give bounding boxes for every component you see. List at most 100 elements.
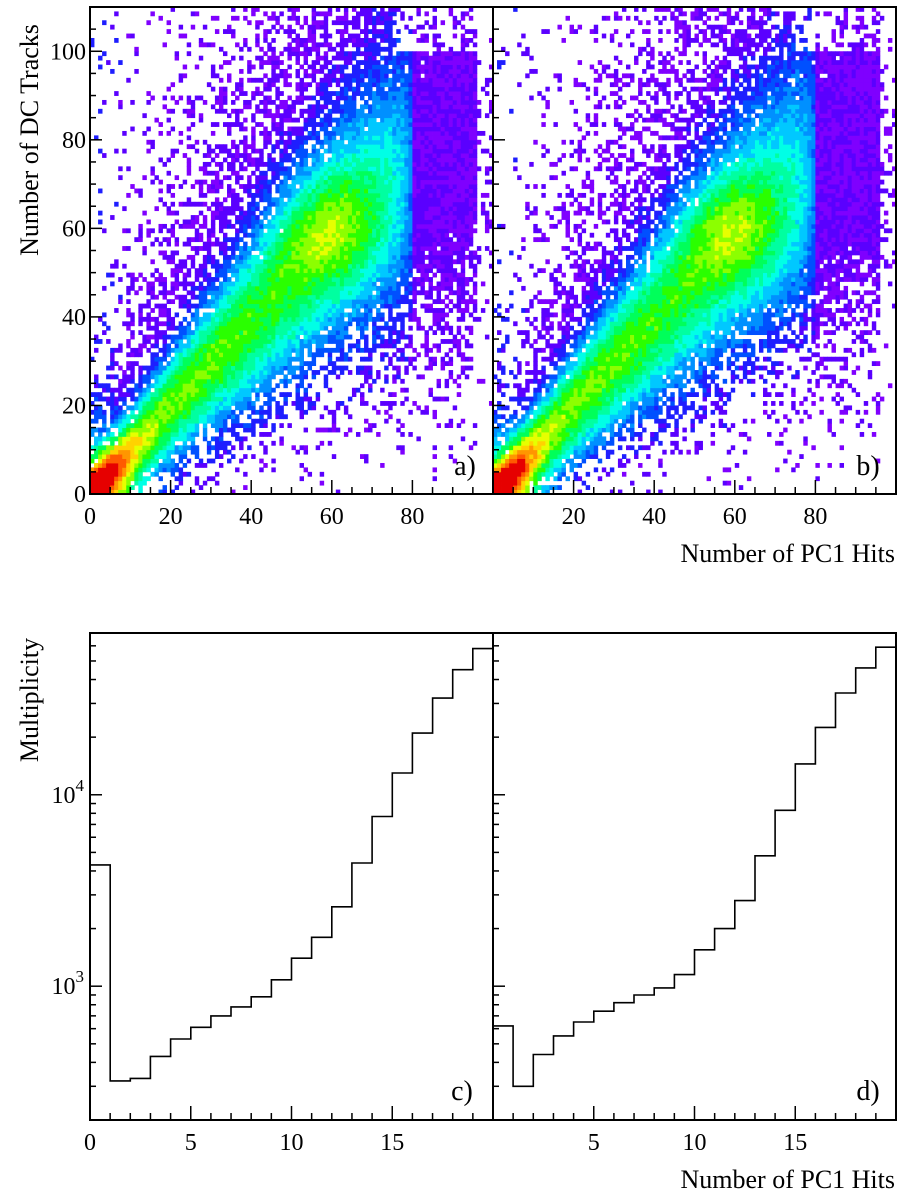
heatmap-cell xyxy=(400,170,405,176)
heatmap-cell xyxy=(118,418,123,424)
heatmap-cell xyxy=(392,104,397,110)
heatmap-cell xyxy=(255,268,260,274)
heatmap-cell xyxy=(392,179,397,185)
heatmap-cell xyxy=(126,365,131,371)
heatmap-cell xyxy=(259,343,264,349)
heatmap-cell xyxy=(287,170,292,176)
heatmap-cell xyxy=(146,99,151,105)
heatmap-cell xyxy=(360,237,365,243)
heatmap-cell xyxy=(327,117,333,123)
heatmap-cell xyxy=(146,290,151,296)
heatmap-cell xyxy=(142,387,147,393)
heatmap-cell xyxy=(275,246,280,251)
heatmap-cell xyxy=(90,418,95,424)
heatmap-cell xyxy=(259,290,264,296)
heatmap-cell xyxy=(251,401,256,406)
heatmap-cell xyxy=(146,285,151,291)
heatmap-cell xyxy=(267,321,272,327)
heatmap-cell xyxy=(182,325,188,331)
heatmap-cell xyxy=(372,139,377,145)
heatmap-cell xyxy=(400,91,405,96)
heatmap-cell xyxy=(162,467,167,473)
heatmap-cell xyxy=(267,308,272,313)
heatmap-cell xyxy=(190,99,196,105)
heatmap-cell xyxy=(311,24,317,30)
heatmap-cell xyxy=(218,223,224,229)
heatmap-cell xyxy=(343,290,349,296)
heatmap-cell xyxy=(331,347,337,353)
heatmap-cell xyxy=(335,268,341,274)
heatmap-cell xyxy=(295,37,300,43)
heatmap-cell xyxy=(259,312,264,318)
heatmap-cell xyxy=(202,436,208,442)
heatmap-cell xyxy=(299,179,304,185)
heatmap-cell xyxy=(170,210,176,216)
heatmap-cell xyxy=(166,108,171,114)
heatmap-cell xyxy=(190,489,196,495)
heatmap-cell xyxy=(243,365,248,371)
heatmap-cell xyxy=(311,37,317,43)
heatmap-cell xyxy=(327,157,333,163)
heatmap-cell xyxy=(408,113,413,119)
heatmap-cell xyxy=(412,148,417,154)
heatmap-cell xyxy=(388,259,393,265)
heatmap-cell xyxy=(263,113,268,119)
heatmap-cell xyxy=(360,263,365,269)
heatmap-cell xyxy=(416,192,421,198)
heatmap-cell xyxy=(174,285,180,291)
heatmap-cell xyxy=(360,290,365,296)
heatmap-cell xyxy=(295,343,300,349)
heatmap-cell xyxy=(162,285,167,291)
heatmap-cell xyxy=(283,68,288,74)
heatmap-cell xyxy=(114,423,119,428)
heatmap-cell xyxy=(355,277,361,282)
heatmap-cell xyxy=(339,290,345,296)
heatmap-cell xyxy=(222,219,228,225)
heatmap-cell xyxy=(126,489,131,495)
heatmap-cell xyxy=(388,51,393,57)
heatmap-cell xyxy=(178,321,184,327)
heatmap-cell xyxy=(400,281,405,287)
heatmap-cell xyxy=(118,414,123,420)
heatmap-cell xyxy=(198,458,204,464)
heatmap-cell xyxy=(239,312,244,318)
heatmap-cell xyxy=(170,365,176,371)
heatmap-cell xyxy=(267,370,272,375)
heatmap-cell xyxy=(275,405,280,411)
heatmap-cell xyxy=(275,361,280,367)
heatmap-cell xyxy=(303,37,309,43)
heatmap-cell xyxy=(384,144,389,150)
heatmap-cell xyxy=(311,126,317,132)
heatmap-cell xyxy=(307,135,313,141)
heatmap-cell xyxy=(206,281,212,287)
heatmap-cell xyxy=(170,82,176,88)
heatmap-cell xyxy=(343,161,349,167)
heatmap-cell xyxy=(239,254,244,260)
heatmap-cell xyxy=(243,7,248,12)
heatmap-cell xyxy=(384,104,389,110)
heatmap-cell xyxy=(255,365,260,371)
heatmap-cell xyxy=(355,281,361,287)
heatmap-cell xyxy=(408,192,413,198)
heatmap-cell xyxy=(247,153,252,158)
heatmap-cell xyxy=(222,401,228,406)
heatmap-cell xyxy=(299,24,304,30)
heatmap-cell xyxy=(360,108,365,114)
heatmap-cell xyxy=(335,166,341,172)
heatmap-cell xyxy=(384,325,389,331)
heatmap-cell xyxy=(259,316,264,322)
heatmap-cell xyxy=(283,99,288,105)
heatmap-cell xyxy=(126,339,131,344)
heatmap-cell xyxy=(388,197,393,203)
heatmap-cell xyxy=(106,401,111,406)
heatmap-cell xyxy=(218,166,224,172)
heatmap-cell xyxy=(339,122,345,127)
heatmap-cell xyxy=(166,401,171,406)
heatmap-cell xyxy=(239,285,244,291)
heatmap-cell xyxy=(170,281,176,287)
heatmap-cell xyxy=(239,184,244,189)
heatmap-cell xyxy=(190,383,196,389)
heatmap-cell xyxy=(239,440,244,446)
heatmap-cell xyxy=(368,86,373,92)
heatmap-cell xyxy=(214,316,220,322)
